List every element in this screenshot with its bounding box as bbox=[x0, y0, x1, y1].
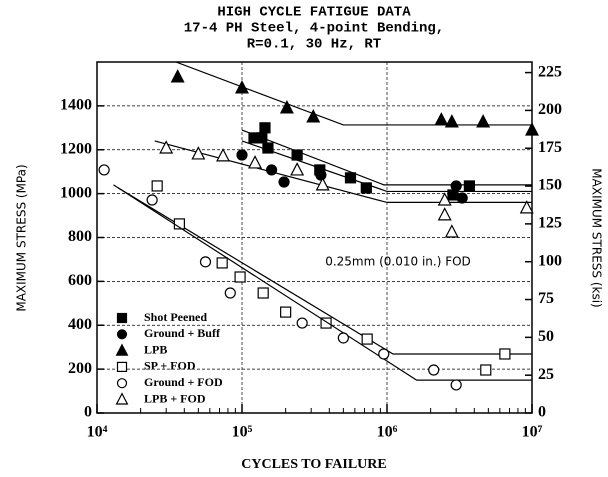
marker-triangle bbox=[306, 109, 321, 123]
y2-tick-label: 225 bbox=[538, 63, 562, 80]
marker-circle bbox=[146, 194, 158, 206]
fit-line bbox=[241, 140, 532, 193]
x-tick-label: 10⁴ bbox=[87, 424, 108, 441]
y-tick-label: 800 bbox=[68, 228, 92, 245]
y2-tick-label: 150 bbox=[538, 177, 562, 194]
x-tick-label: 10⁵ bbox=[232, 424, 253, 441]
marker-triangle bbox=[437, 192, 452, 206]
marker-square bbox=[344, 172, 357, 184]
marker-circle bbox=[199, 256, 212, 268]
marker-triangle bbox=[170, 69, 185, 83]
legend-marker bbox=[116, 378, 128, 389]
marker-square bbox=[151, 180, 163, 192]
marker-triangle bbox=[444, 114, 459, 128]
marker-square bbox=[280, 306, 292, 318]
x-tick-label: 10⁷ bbox=[522, 424, 543, 441]
x-axis-label: CYCLES TO FAILURE bbox=[241, 457, 386, 472]
marker-square bbox=[480, 364, 492, 376]
marker-triangle bbox=[216, 148, 231, 162]
marker-circle bbox=[428, 364, 440, 376]
fit-line bbox=[241, 129, 532, 186]
marker-circle bbox=[337, 332, 349, 344]
fit-line bbox=[117, 187, 532, 355]
marker-circle bbox=[224, 287, 236, 299]
y2-tick-label: 75 bbox=[538, 290, 554, 307]
legend-marker bbox=[116, 361, 128, 372]
y2-tick-label: 0 bbox=[538, 404, 546, 421]
marker-triangle bbox=[235, 80, 249, 94]
marker-triangle bbox=[437, 207, 452, 221]
y2-tick-label: 50 bbox=[538, 328, 554, 345]
legend-marker bbox=[116, 312, 128, 324]
annotation: 0.25mm (0.010 in.) FOD bbox=[325, 255, 471, 269]
y2-tick-label: 125 bbox=[538, 215, 562, 232]
marker-square bbox=[360, 182, 372, 194]
y-tick-label: 1200 bbox=[60, 140, 92, 157]
marker-square bbox=[234, 271, 246, 283]
marker-triangle bbox=[525, 122, 539, 136]
marker-square bbox=[463, 180, 475, 192]
marker-square bbox=[216, 257, 228, 269]
marker-triangle bbox=[159, 140, 174, 154]
marker-triangle bbox=[434, 112, 449, 126]
marker-triangle bbox=[444, 224, 459, 238]
fit-line bbox=[175, 62, 532, 126]
legend-label: Ground + Buff bbox=[144, 326, 221, 340]
marker-triangle bbox=[476, 114, 491, 128]
fit-line bbox=[154, 140, 532, 203]
y-tick-label: 400 bbox=[68, 316, 92, 333]
y-tick-label: 1400 bbox=[60, 97, 92, 114]
legend-label: LPB bbox=[144, 342, 167, 356]
marker-square bbox=[257, 287, 269, 299]
marker-circle bbox=[315, 169, 327, 181]
marker-circle bbox=[450, 379, 462, 391]
marker-circle bbox=[265, 164, 278, 176]
y2-tick-label: 175 bbox=[538, 139, 562, 156]
legend-label: SP + FOD bbox=[144, 359, 196, 373]
marker-circle bbox=[236, 149, 248, 161]
y2-tick-label: 25 bbox=[538, 366, 554, 383]
legend-marker bbox=[115, 392, 129, 405]
marker-circle bbox=[296, 317, 308, 329]
legend-marker bbox=[116, 329, 128, 340]
legend-label: Shot Peened bbox=[144, 310, 207, 324]
marker-triangle bbox=[248, 155, 263, 169]
chart-title: R=0.1, 30 Hz, RT bbox=[247, 37, 381, 53]
chart-title: HIGH CYCLE FATIGUE DATA bbox=[217, 5, 411, 21]
marker-circle bbox=[278, 176, 290, 188]
y2-axis-label: MAXIMUM STRESS (ksi) bbox=[590, 168, 604, 307]
marker-square bbox=[320, 317, 332, 329]
marker-triangle bbox=[519, 200, 534, 214]
x-tick-label: 10⁶ bbox=[377, 424, 398, 441]
y-tick-label: 0 bbox=[84, 404, 92, 421]
plot-frame bbox=[96, 61, 533, 414]
marker-circle bbox=[98, 164, 110, 176]
fit-line bbox=[113, 184, 532, 381]
legend-label: Ground + FOD bbox=[144, 375, 223, 389]
marker-square bbox=[361, 333, 373, 345]
y-tick-label: 600 bbox=[68, 272, 92, 289]
marker-square bbox=[499, 348, 511, 360]
marker-square bbox=[259, 122, 271, 134]
y-axis-label: MAXIMUM STRESS (MPa) bbox=[15, 164, 29, 311]
marker-circle bbox=[450, 180, 462, 192]
y-tick-label: 1000 bbox=[60, 184, 92, 201]
marker-triangle bbox=[191, 146, 206, 160]
y-tick-label: 200 bbox=[68, 360, 92, 377]
legend-label: LPB + FOD bbox=[144, 391, 206, 405]
marker-triangle bbox=[315, 177, 330, 191]
marker-square bbox=[256, 132, 268, 144]
y2-tick-label: 100 bbox=[538, 252, 562, 269]
chart-title: 17-4 PH Steel, 4-point Bending, bbox=[184, 21, 444, 37]
marker-circle bbox=[378, 348, 390, 360]
marker-circle bbox=[456, 192, 468, 204]
legend-marker bbox=[115, 343, 129, 356]
marker-triangle bbox=[290, 162, 305, 176]
marker-triangle bbox=[279, 100, 294, 114]
y2-tick-label: 200 bbox=[538, 101, 562, 118]
